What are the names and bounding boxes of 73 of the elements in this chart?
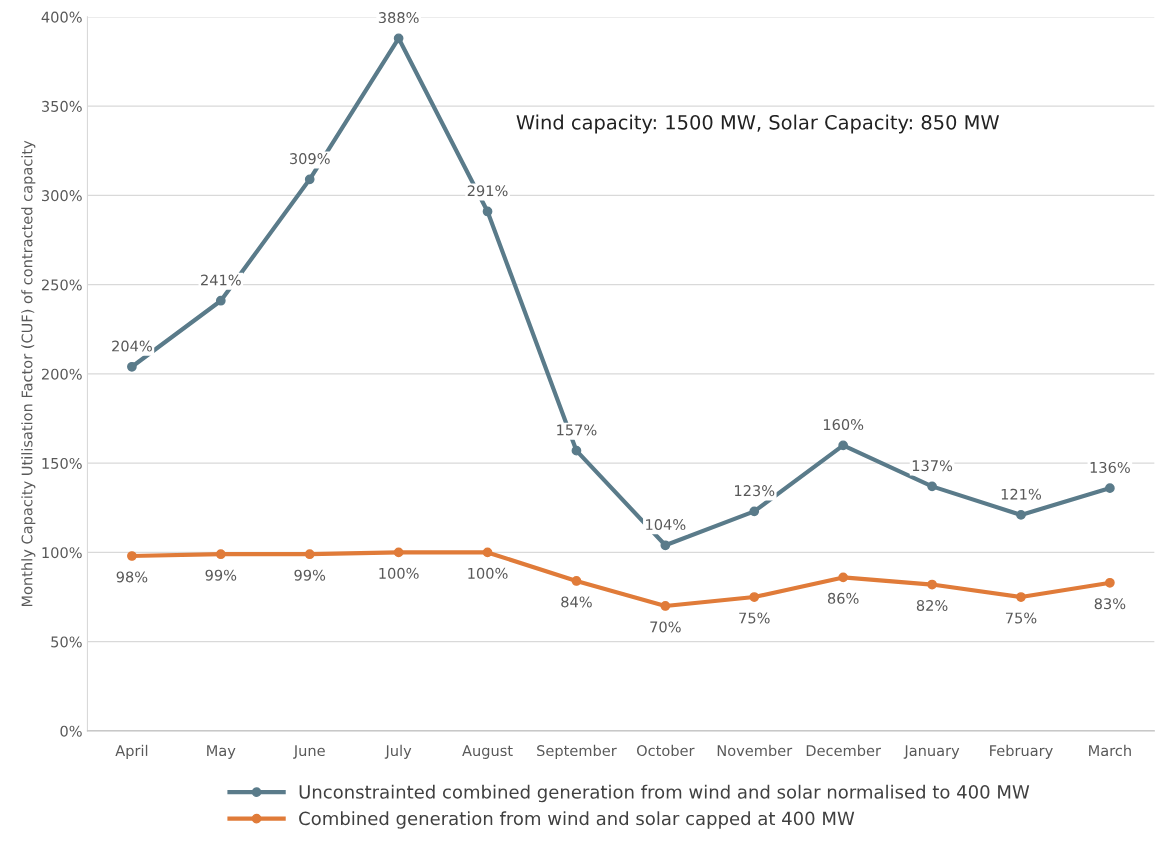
annotation: Wind capacity: 1500 MW, Solar Capacity: 850 MW [516,114,999,134]
y-axis-title: Monthly Capacity Utilisation Factor (CUF) of contracted capacity [21,140,36,607]
point [838,572,849,583]
point [927,579,937,590]
data-label: 136% [1090,461,1130,473]
data-label: 241% [201,274,241,286]
data-label: 100% [379,567,419,579]
point [215,295,226,306]
x-tick-label: May [207,745,236,759]
point [749,592,760,602]
y-tick-label: 350% [42,100,82,112]
y-tick-label: 200% [41,368,82,380]
point [1105,483,1115,494]
data-label: 84% [561,596,592,608]
point [660,601,671,611]
x-tick-label: November [717,744,793,757]
data-label: 104% [646,519,686,531]
data-label: 204% [112,340,152,352]
data-label: 98% [116,571,148,583]
x-tick-label: June [293,745,325,759]
data-label: 123% [735,485,775,497]
y-tick-label: 0% [60,725,82,737]
data-label: 82% [916,599,948,611]
data-label: 75% [1005,612,1037,624]
y-tick-label: 400% [41,11,82,23]
data-label: 309% [289,153,330,165]
point [749,506,760,517]
x-tick-label: January [903,745,960,759]
data-label: 137% [912,460,953,472]
point [1105,577,1115,588]
data-label: 99% [294,569,326,581]
data-label: 86% [827,592,859,604]
data-label: 291% [467,185,508,197]
y-tick-label: 50% [51,636,82,648]
legend-label: Combined generation from wind and solar capped at 400 MW [299,811,855,829]
point [482,547,493,558]
point [393,33,404,44]
point [127,551,137,561]
data-label: 99% [205,569,237,581]
x-tick-label: October [636,744,695,757]
y-tick-label: 100% [42,547,82,559]
point [660,540,671,551]
point [1016,510,1026,520]
x-tick-label: March [1089,744,1131,757]
data-label: 160% [823,419,864,431]
x-tick-label: April [115,744,148,759]
y-tick-label: 250% [41,279,82,291]
x-tick-label: July [384,744,412,759]
point [127,361,137,372]
point [571,445,582,456]
x-tick-label: February [990,744,1053,759]
point [571,576,582,586]
point [393,547,404,558]
data-label: 70% [650,621,681,633]
y-tick-label: 300% [42,190,82,202]
point [304,549,315,560]
data-label: 157% [557,424,597,436]
point [304,174,315,185]
point [838,440,849,451]
x-tick-label: September [537,744,617,759]
x-tick-label: December [806,744,881,757]
x-tick-label: August [462,745,513,759]
point [1016,592,1026,602]
point [927,481,937,492]
point [215,549,226,560]
legend-label: Unconstrainted combined generation from wind and solar normalised to 400 MW [299,784,1030,803]
data-label: 121% [1001,488,1042,500]
data-label: 100% [468,567,508,579]
data-label: 75% [739,612,770,624]
y-tick-label: 150% [42,457,82,469]
data-label: 388% [378,12,419,24]
data-label: 83% [1094,598,1126,610]
point [482,206,493,217]
